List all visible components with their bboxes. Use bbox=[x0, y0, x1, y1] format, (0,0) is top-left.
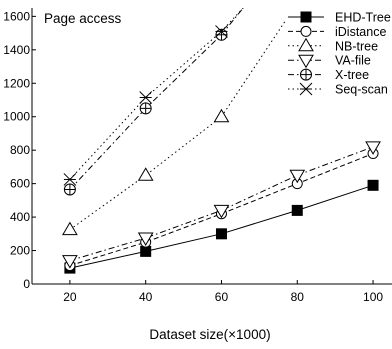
data-point-va-file bbox=[289, 169, 306, 184]
series-line-va-file bbox=[69, 146, 374, 262]
data-point-va-file bbox=[137, 232, 154, 246]
data-point-nb-tree bbox=[62, 221, 78, 236]
data-point-seq-scan bbox=[139, 91, 153, 104]
y-tick-label: 0 bbox=[23, 277, 30, 291]
legend-label-nb-tree: NB-tree bbox=[335, 39, 378, 53]
y-tick-label: 1400 bbox=[3, 43, 30, 57]
y-tick-label: 1200 bbox=[3, 76, 30, 90]
legend-label-seq-scan: Seq-scan bbox=[335, 83, 388, 97]
y-tick-label: 1600 bbox=[3, 9, 30, 23]
data-point-ehd-tree bbox=[291, 204, 303, 216]
data-point-seq-scan bbox=[215, 25, 228, 38]
legend-label-x-tree: X-tree bbox=[335, 68, 369, 82]
x-tick-label: 40 bbox=[139, 290, 153, 304]
data-point-ehd-tree bbox=[215, 228, 227, 240]
x-tick-label: 60 bbox=[215, 290, 229, 304]
x-tick-label: 20 bbox=[63, 290, 77, 304]
y-tick-label: 600 bbox=[10, 177, 30, 191]
y-tick-label: 800 bbox=[10, 143, 30, 157]
x-tick-label: 80 bbox=[291, 290, 305, 304]
data-point-x-tree bbox=[139, 102, 152, 115]
legend-marker-seq-scan bbox=[299, 82, 313, 96]
data-point-ehd-tree bbox=[367, 179, 379, 191]
y-tick-label: 200 bbox=[10, 244, 30, 258]
legend-label-ehd-tree: EHD-Tree bbox=[335, 11, 391, 25]
y-tick-label: 1000 bbox=[3, 110, 30, 124]
series-line-x-tree bbox=[69, 8, 244, 190]
data-point-ehd-tree bbox=[140, 245, 152, 257]
corner-label: Page access bbox=[44, 11, 122, 26]
legend-label-va-file: VA-file bbox=[335, 54, 371, 68]
data-point-va-file bbox=[213, 204, 230, 219]
y-tick-label: 400 bbox=[10, 210, 30, 224]
legend-marker-x-tree bbox=[300, 68, 312, 81]
legend-marker-nb-tree bbox=[298, 37, 314, 52]
x-axis-title: Dataset size(×1000) bbox=[149, 327, 270, 342]
series-layer bbox=[62, 8, 381, 274]
data-point-nb-tree bbox=[137, 167, 154, 181]
series-line-nb-tree bbox=[69, 8, 295, 231]
legend-label-idistance: iDistance bbox=[335, 25, 386, 39]
legend: EHD-TreeiDistanceNB-treeVA-fileX-treeSeq… bbox=[286, 8, 392, 97]
legend-marker-idistance bbox=[300, 25, 312, 37]
data-point-va-file bbox=[62, 255, 78, 269]
data-point-seq-scan bbox=[63, 173, 77, 186]
data-point-nb-tree bbox=[289, 8, 306, 9]
data-point-va-file bbox=[365, 141, 381, 155]
legend-marker-va-file bbox=[298, 54, 314, 69]
x-tick-label: 100 bbox=[363, 290, 383, 304]
series-line-ehd-tree bbox=[69, 184, 374, 269]
data-point-nb-tree bbox=[213, 108, 230, 123]
axes: 0 200 400 600 800 1000 1200 1400 1600 20 40 60 80 100 bbox=[3, 8, 392, 304]
legend-marker-ehd-tree bbox=[300, 11, 312, 23]
data-point-x-tree bbox=[63, 183, 76, 196]
